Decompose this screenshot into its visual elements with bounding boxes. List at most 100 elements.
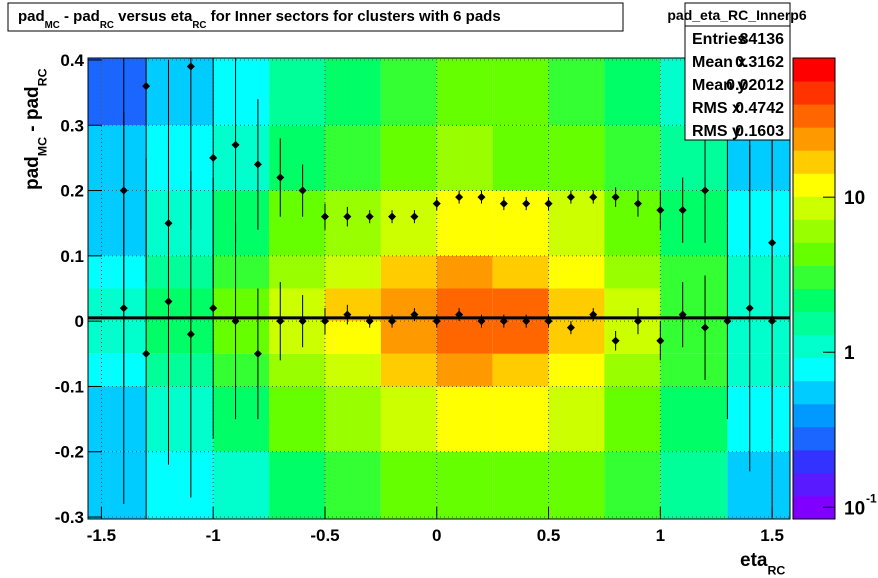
y-tick-label: 0.3 xyxy=(60,116,84,135)
heat-cell xyxy=(324,353,381,387)
heat-cell xyxy=(660,321,728,354)
heat-cell xyxy=(380,353,437,387)
y-tick-label: 0.4 xyxy=(60,51,84,70)
heat-cell xyxy=(213,190,270,256)
colorbar-step xyxy=(793,449,835,474)
profile-point xyxy=(298,164,307,217)
z-tick-label: 10 xyxy=(844,498,865,519)
heat-cell xyxy=(492,451,549,519)
profile-point xyxy=(231,58,240,243)
heat-cell xyxy=(213,353,270,387)
heat-cell xyxy=(548,58,605,126)
profile-point xyxy=(388,210,397,224)
marker xyxy=(611,193,620,202)
profile-point xyxy=(522,314,531,328)
heat-cell xyxy=(88,255,147,289)
marker xyxy=(499,317,508,326)
heat-cell xyxy=(604,288,661,322)
heat-cell xyxy=(548,321,605,354)
stats-key: Entries xyxy=(692,31,746,48)
marker xyxy=(455,310,464,319)
marker xyxy=(365,317,374,326)
heat-cell xyxy=(380,386,437,452)
heat-cell xyxy=(436,190,493,256)
profile-point xyxy=(276,138,285,217)
profile-point xyxy=(320,308,329,335)
heat-cell xyxy=(660,255,728,289)
profile-point xyxy=(276,281,285,361)
marker xyxy=(343,212,352,221)
marker xyxy=(142,82,151,91)
heat-cell xyxy=(380,321,437,354)
heat-cell xyxy=(604,386,661,452)
colorbar-step xyxy=(793,196,835,220)
heat-cell xyxy=(436,58,493,126)
profile-point xyxy=(343,206,352,227)
profile-point xyxy=(522,197,531,211)
heat-cell xyxy=(492,353,549,387)
marker xyxy=(276,317,285,326)
profile-point xyxy=(633,308,642,335)
heat-cell xyxy=(604,321,661,354)
heat-cell xyxy=(213,386,270,452)
profile-point xyxy=(678,281,687,348)
profile-point xyxy=(410,210,419,224)
heat-cell xyxy=(604,353,661,387)
marker xyxy=(119,304,128,313)
heat-cell xyxy=(213,288,270,322)
heat-cell xyxy=(213,125,270,191)
marker xyxy=(678,310,687,319)
profile-point xyxy=(432,197,441,211)
marker xyxy=(678,206,687,215)
profile-point xyxy=(231,223,240,420)
heat-cell xyxy=(88,288,147,322)
heat-cell xyxy=(660,190,728,256)
text-part: for Inner sectors for clusters with 6 pa… xyxy=(206,8,500,25)
profile-point xyxy=(253,288,262,420)
heat-cell xyxy=(269,353,325,387)
subscript: RC xyxy=(36,68,50,86)
heat-cell xyxy=(436,288,493,322)
z-tick-label: 10 xyxy=(844,188,865,209)
heat-cell xyxy=(727,288,790,322)
heat-cell xyxy=(146,190,214,256)
profile-point xyxy=(477,190,486,204)
profile-point xyxy=(611,330,620,351)
heat-cell xyxy=(492,288,549,322)
marker xyxy=(745,304,754,313)
stats-key: RMS x xyxy=(692,100,741,117)
colorbar-step xyxy=(793,265,835,289)
profile-point xyxy=(499,197,508,211)
heat-cell xyxy=(146,255,214,289)
colorbar-step xyxy=(793,242,835,266)
marker xyxy=(432,317,441,326)
heat-cell xyxy=(88,125,147,191)
heat-cell xyxy=(492,58,549,126)
profile-point xyxy=(678,177,687,243)
profile-point xyxy=(768,125,777,518)
heat-cell xyxy=(324,190,381,256)
marker xyxy=(231,140,240,149)
heat-cell xyxy=(380,58,437,126)
profile-point xyxy=(566,321,575,335)
heat-cell xyxy=(492,386,549,452)
title-box xyxy=(7,2,624,32)
profile-point xyxy=(499,314,508,328)
text-part: versus eta xyxy=(114,8,193,25)
heat-cell xyxy=(324,386,381,452)
marker xyxy=(477,317,486,326)
heat-cell xyxy=(492,190,549,256)
colorbar-step xyxy=(793,403,835,428)
text-part: eta xyxy=(740,550,768,571)
profile-point xyxy=(410,308,419,322)
heat-cell xyxy=(548,255,605,289)
colorbar-step xyxy=(793,311,835,336)
heat-cell xyxy=(380,125,437,191)
plot-frame xyxy=(87,57,791,520)
heat-cell xyxy=(88,353,147,387)
profile-point xyxy=(611,187,620,207)
heat-cell xyxy=(548,353,605,387)
marker xyxy=(298,317,307,326)
colorbar-step xyxy=(793,380,835,405)
profile-point xyxy=(388,314,397,328)
